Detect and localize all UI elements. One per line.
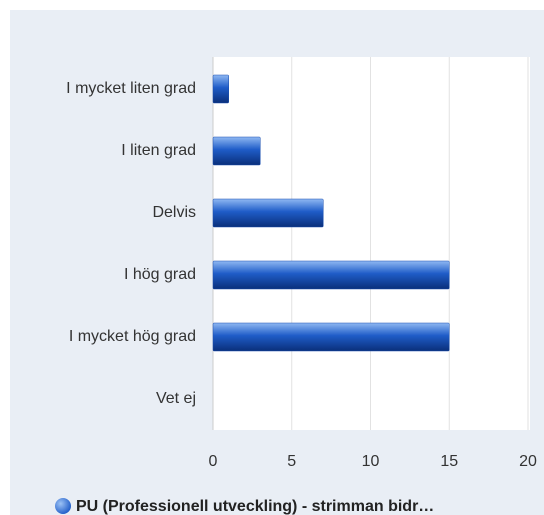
plot-area (213, 57, 530, 430)
x-tick-label: 5 (287, 453, 296, 470)
y-tick-label: Vet ej (156, 390, 196, 407)
x-tick-label: 0 (209, 453, 218, 470)
bar (212, 198, 324, 228)
x-tick-label: 20 (519, 453, 537, 470)
bar (212, 136, 261, 166)
y-tick-label: I mycket liten grad (66, 80, 196, 97)
x-tick-label: 15 (440, 453, 458, 470)
x-tick-label: 10 (362, 453, 380, 470)
bar (212, 322, 450, 352)
y-tick-label: I liten grad (121, 142, 196, 159)
legend: PU (Professionell utveckling) - strimman… (55, 498, 434, 515)
y-tick-label: Delvis (152, 204, 196, 221)
y-tick-label: I hög grad (124, 266, 196, 283)
y-tick-label: I mycket hög grad (69, 328, 196, 345)
legend-marker (55, 498, 71, 514)
legend-label: PU (Professionell utveckling) - strimman… (76, 498, 434, 515)
bar (212, 260, 450, 290)
bar (212, 74, 229, 104)
